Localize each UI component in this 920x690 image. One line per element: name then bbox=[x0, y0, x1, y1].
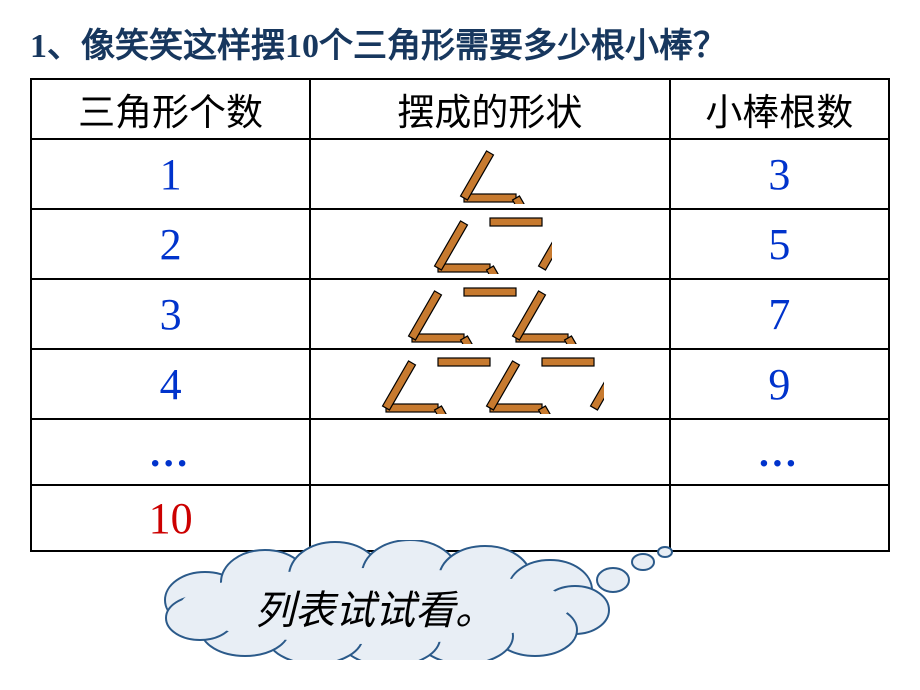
cell-count: … bbox=[31, 419, 310, 485]
cell-count: 3 bbox=[31, 279, 310, 349]
cell-sticks: 3 bbox=[670, 139, 889, 209]
table-row: 49 bbox=[31, 349, 889, 419]
cell-count: 2 bbox=[31, 209, 310, 279]
table-row: 37 bbox=[31, 279, 889, 349]
cell-sticks: 7 bbox=[670, 279, 889, 349]
cell-sticks: … bbox=[670, 419, 889, 485]
cell-shape bbox=[310, 139, 670, 209]
col-header-shape: 摆成的形状 bbox=[310, 79, 670, 139]
table-row: 13 bbox=[31, 139, 889, 209]
cell-shape bbox=[310, 349, 670, 419]
cell-count: 4 bbox=[31, 349, 310, 419]
triangle-table: 三角形个数 摆成的形状 小棒根数 13253749……10 bbox=[30, 78, 890, 552]
question-text: 1、像笑笑这样摆10个三角形需要多少根小棒？ bbox=[30, 18, 727, 67]
callout-text: 列表试试看。 bbox=[155, 578, 595, 636]
table-row: …… bbox=[31, 419, 889, 485]
callout-cloud: 列表试试看。 bbox=[155, 540, 685, 660]
cell-shape bbox=[310, 209, 670, 279]
cell-sticks: 5 bbox=[670, 209, 889, 279]
cell-shape bbox=[310, 419, 670, 485]
col-header-count: 三角形个数 bbox=[31, 79, 310, 139]
cell-count: 1 bbox=[31, 139, 310, 209]
table-row: 25 bbox=[31, 209, 889, 279]
cell-shape bbox=[310, 279, 670, 349]
cell-sticks: 9 bbox=[670, 349, 889, 419]
cell-sticks bbox=[670, 485, 889, 551]
col-header-sticks: 小棒根数 bbox=[670, 79, 889, 139]
